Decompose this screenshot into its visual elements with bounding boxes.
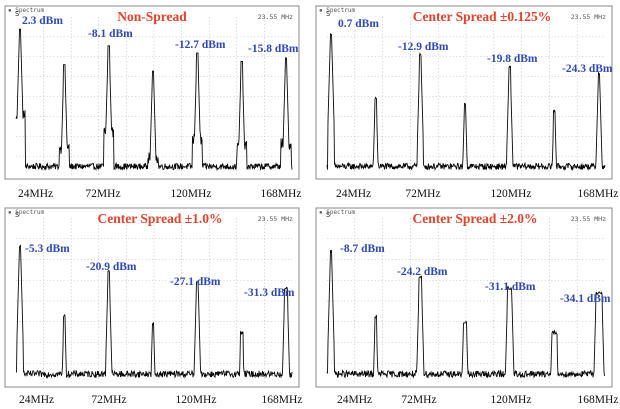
x-tick-label: 72MHz — [91, 394, 126, 406]
peak-level-label: -34.1 dBm — [560, 293, 611, 305]
peak-level-label: -12.7 dBm — [175, 39, 226, 51]
peak-level-label: -19.8 dBm — [487, 53, 538, 65]
panel-title: Center Spread ±2.0% — [412, 211, 537, 226]
panel-header-label: ▪ Spectrum — [8, 209, 45, 216]
panel-frequency-readout: 23.55 MHz — [571, 13, 606, 21]
peak-marker: S — [15, 10, 19, 18]
peak-marker: S — [326, 10, 330, 18]
peak-level-label: -5.3 dBm — [25, 243, 70, 255]
panel-title: Non-Spread — [117, 9, 187, 24]
peak-marker: S — [15, 211, 19, 219]
peak-level-label: -8.1 dBm — [88, 28, 133, 40]
panel-title: Center Spread ±0.125% — [413, 9, 552, 24]
peak-level-label: -31.3 dBm — [244, 287, 295, 299]
x-tick-label: 72MHz — [405, 188, 440, 200]
peak-level-label: -24.2 dBm — [397, 266, 448, 278]
peak-level-label: 0.7 dBm — [338, 18, 379, 30]
x-tick-label: 168MHz — [262, 394, 303, 406]
x-tick-label: 168MHz — [578, 188, 619, 200]
x-tick-label: 72MHz — [401, 394, 436, 406]
peak-level-label: 2.3 dBm — [22, 15, 63, 27]
x-tick-label: 24MHz — [336, 188, 371, 200]
spectrum-trace — [15, 28, 293, 172]
spectrum-trace — [326, 32, 606, 172]
panel-grid — [327, 218, 605, 384]
x-tick-label: 24MHz — [337, 394, 372, 406]
peak-level-label: -15.8 dBm — [248, 43, 299, 55]
panel-frame — [4, 207, 300, 388]
x-tick-label: 72MHz — [85, 188, 120, 200]
x-tick-label: 168MHz — [261, 188, 302, 200]
spectrum-trace — [15, 244, 293, 379]
peak-level-label: -31.1 dBm — [485, 281, 536, 293]
panel-grid — [327, 17, 605, 176]
peak-level-label: -8.7 dBm — [340, 243, 385, 255]
spectrum-trace — [326, 249, 606, 379]
panel-frequency-readout: 23.55 MHz — [258, 215, 293, 223]
panel-title: Center Spread ±1.0% — [97, 211, 222, 226]
spectrum-panel-3: ▪ Spectrum 23.55 MHz S Center Spread ±1.0% -… — [4, 207, 303, 406]
panel-header-label: ▪ Spectrum — [319, 7, 356, 14]
x-tick-label: 24MHz — [18, 188, 53, 200]
x-tick-label: 168MHz — [578, 394, 619, 406]
panel-frame — [315, 207, 613, 388]
panel-frame — [315, 5, 613, 180]
peak-level-label: -24.3 dBm — [562, 63, 613, 75]
panel-frequency-readout: 23.55 MHz — [258, 13, 293, 21]
peak-marker: S — [326, 211, 330, 219]
spectrum-panel-2: ▪ Spectrum 23.55 MHz S Center Spread ±0.125… — [315, 5, 619, 200]
x-tick-label: 120MHz — [491, 188, 532, 200]
peak-level-label: -20.9 dBm — [86, 261, 137, 273]
panel-frequency-readout: 23.55 MHz — [571, 215, 606, 223]
spectrum-panel-4: ▪ Spectrum 23.55 MHz S Center Spread ±2.0% -… — [315, 207, 619, 406]
x-tick-label: 120MHz — [491, 394, 532, 406]
spectrum-panel-1: ▪ Spectrum 23.55 MHz S Non-Spread 2.3 dBm -8.… — [4, 5, 302, 200]
peak-level-label: -12.9 dBm — [398, 41, 449, 53]
peak-level-label: -27.1 dBm — [170, 276, 221, 288]
panel-header-label: ▪ Spectrum — [8, 7, 45, 14]
panel-header-label: ▪ Spectrum — [319, 209, 356, 216]
x-tick-label: 120MHz — [176, 394, 217, 406]
x-tick-label: 24MHz — [19, 394, 54, 406]
x-tick-label: 120MHz — [171, 188, 212, 200]
panel-grid — [16, 218, 292, 384]
